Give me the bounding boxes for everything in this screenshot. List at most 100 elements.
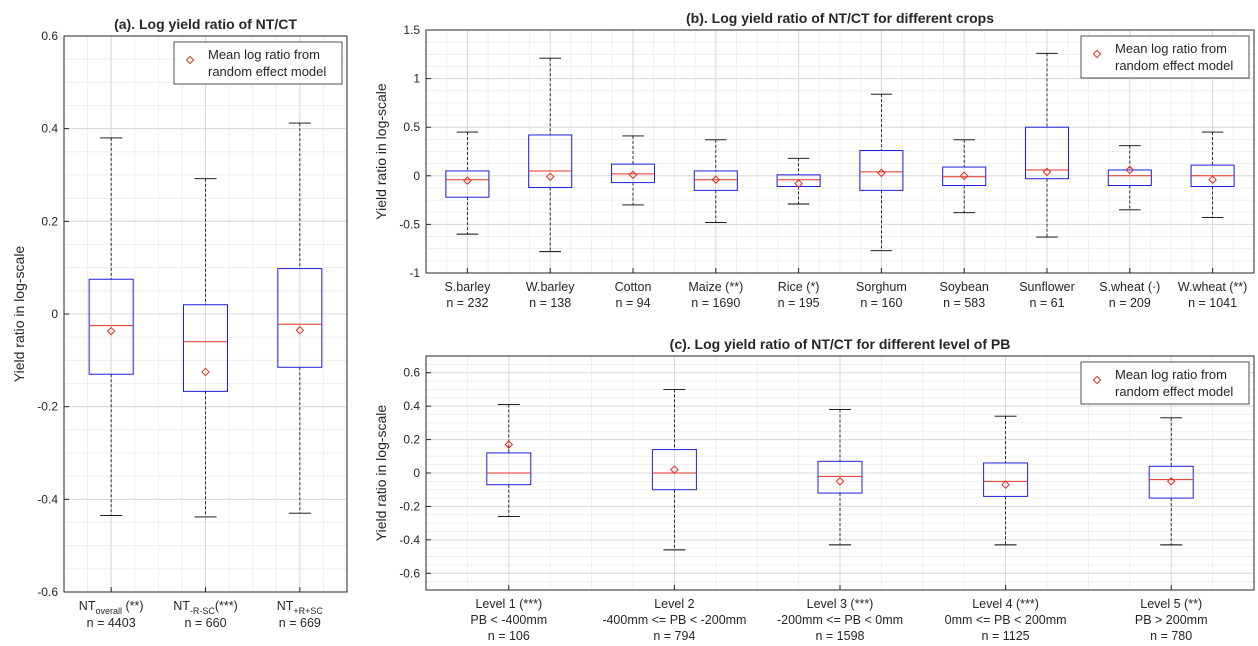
box-5 (1148, 417, 1194, 546)
box-iqr (693, 170, 738, 191)
category-n: n = 1690 (691, 296, 740, 310)
category-label: W.wheat (**) (1178, 280, 1247, 294)
box-iqr (1148, 465, 1194, 499)
box-2 (183, 178, 228, 518)
category-label: Level 3 (***) (807, 597, 874, 611)
category-label: Level 2 (654, 597, 694, 611)
box-iqr (651, 449, 697, 491)
legend-mean-marker (1092, 49, 1102, 59)
y-tick-label: 0.4 (41, 122, 58, 136)
box-iqr (1024, 126, 1070, 180)
category-label: NT-R-SC(***) (173, 599, 238, 616)
mean-marker (959, 171, 969, 181)
mean-marker (835, 477, 845, 486)
category-label: Level 1 (***) (475, 597, 542, 611)
y-tick-label: 0.4 (403, 399, 420, 413)
y-tick-label: -1 (409, 266, 420, 280)
y-axis-label: Yield ratio in log-scale (373, 405, 389, 542)
box-8 (1024, 52, 1070, 238)
category-label-base: NT (173, 599, 190, 613)
box-4 (693, 139, 738, 223)
category-n: n = 138 (529, 296, 571, 310)
category-label: Cotton (615, 280, 652, 294)
y-tick-label: 1.5 (403, 23, 420, 37)
mean-marker (1042, 167, 1052, 177)
category-n: n = 232 (446, 296, 488, 310)
legend-label: Mean log ratio from (1115, 367, 1227, 382)
category-label: S.barley (444, 280, 491, 294)
box-7 (942, 139, 987, 214)
mean-marker (1001, 480, 1010, 490)
category-n: n = 780 (1150, 629, 1192, 643)
mean-marker (295, 325, 305, 335)
legend: Mean log ratio from random effect model (1080, 361, 1250, 405)
box-1 (486, 404, 532, 517)
mean-marker (877, 168, 886, 178)
category-label-suffix: (**) (122, 599, 144, 613)
category-label: W.barley (526, 280, 575, 294)
y-tick-label: 0 (413, 466, 420, 480)
y-tick-label: 0.2 (403, 433, 420, 447)
y-tick-label: 0 (51, 307, 58, 321)
mean-marker (463, 176, 472, 185)
panel-b: -1 -0.5 0 0.5 1 1.5 (b). Log yield ratio of NT… (373, 10, 1255, 310)
category-label-base: NT (79, 599, 96, 613)
chart-title: (a). Log yield ratio of NT/CT (114, 16, 297, 32)
chart-title: (b). Log yield ratio of NT/CT for differ… (686, 10, 994, 26)
category-label-subscript: overall (95, 606, 122, 616)
box-10 (1190, 131, 1235, 219)
box-6 (859, 93, 904, 252)
category-label: Sorghum (856, 280, 907, 294)
category-label: Level 5 (**) (1140, 597, 1202, 611)
axes-frame (425, 29, 1255, 274)
category-label: Maize (**) (688, 280, 743, 294)
category-n: n = 583 (943, 296, 985, 310)
y-tick-label: 0 (413, 169, 420, 183)
box-9 (1107, 145, 1152, 211)
category-label: NToverall (**) (79, 599, 144, 616)
chart-title: (c). Log yield ratio of NT/CT for differ… (670, 336, 1011, 352)
box-3 (277, 122, 323, 514)
legend-mean-marker (185, 55, 195, 65)
y-tick-label: -0.4 (37, 492, 58, 506)
box-2 (528, 57, 573, 253)
category-n: n = 106 (488, 629, 530, 643)
box-iqr (277, 268, 323, 368)
box-3 (610, 135, 656, 206)
category-n: n = 1041 (1188, 296, 1237, 310)
category-label: Level 4 (***) (972, 597, 1039, 611)
category-label-subscript: -R-SC (190, 606, 215, 616)
y-tick-label: 0.6 (403, 366, 420, 380)
category-n: n = 94 (615, 296, 650, 310)
category-label-base: NT (277, 599, 294, 613)
y-axis-label: Yield ratio in log-scale (11, 246, 27, 383)
mean-marker (628, 170, 638, 180)
y-tick-label: -0.2 (399, 499, 420, 513)
box-5 (776, 157, 821, 205)
mean-marker (711, 175, 721, 184)
box-3 (817, 409, 863, 546)
mean-marker (794, 179, 803, 188)
category-label-subscript: +R+SC (293, 606, 323, 616)
panel-c: -0.6 -0.4 -0.2 0 0.2 0.4 0.6 (c). Log yield rat… (373, 336, 1255, 643)
box-iqr (528, 134, 573, 188)
y-tick-label: -0.6 (37, 585, 58, 599)
mean-marker (1208, 175, 1217, 184)
legend-label: Mean log ratio from (1115, 41, 1227, 56)
legend-box (1080, 35, 1250, 79)
box-iqr (817, 460, 863, 494)
mean-marker (504, 440, 514, 449)
box-iqr (983, 462, 1029, 497)
category-range: 0mm <= PB < 200mm (945, 613, 1067, 627)
box-iqr (486, 452, 532, 486)
category-label-suffix: (***) (215, 599, 238, 613)
category-n: n = 660 (184, 616, 226, 630)
box-2 (651, 388, 697, 551)
legend-label: random effect model (208, 64, 326, 79)
box-1 (88, 137, 134, 516)
category-label: Rice (*) (778, 280, 820, 294)
mean-marker (106, 326, 116, 336)
category-range: PB > 200mm (1135, 613, 1208, 627)
category-n: n = 4403 (87, 616, 136, 630)
category-label: S.wheat (·) (1099, 280, 1160, 294)
